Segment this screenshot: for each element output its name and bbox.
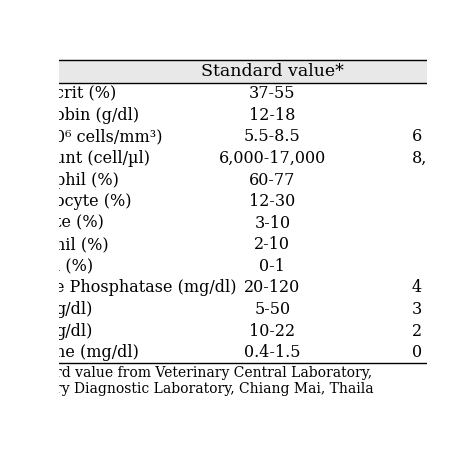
Text: rd value from Veterinary Central Laboratory,: rd value from Veterinary Central Laborat… [55,366,373,381]
Text: 10-22: 10-22 [249,322,295,339]
Bar [59,83,427,105]
Text: 6: 6 [412,128,422,146]
Text: 5-50: 5-50 [255,301,291,318]
Text: obin (g/dl): obin (g/dl) [55,107,139,124]
Text: crit (%): crit (%) [55,85,117,102]
Text: 3: 3 [412,301,422,318]
Text: 8,85: 8,85 [412,150,448,167]
Text: 0⁶ cells/mm³): 0⁶ cells/mm³) [55,128,163,146]
Bar [59,191,427,212]
Bar [59,105,427,126]
Text: 3-10: 3-10 [255,215,291,232]
Text: hil (%): hil (%) [55,236,109,253]
Text: ne (mg/dl): ne (mg/dl) [55,344,139,361]
Text: 5.5-8.5: 5.5-8.5 [244,128,301,146]
Bar [59,342,427,364]
Bar [59,126,427,148]
Text: 4: 4 [412,279,422,296]
Text: unt (cell/µl): unt (cell/µl) [55,150,150,167]
Bar [59,234,427,255]
Text: Standard value*: Standard value* [201,63,344,80]
Text: e Phosphatase (mg/dl): e Phosphatase (mg/dl) [55,279,237,296]
Text: 0.4-1.5: 0.4-1.5 [244,344,301,361]
Text: l (%): l (%) [55,258,93,275]
Text: g/dl): g/dl) [55,301,93,318]
Text: g/dl): g/dl) [55,322,93,339]
Text: 2: 2 [412,322,422,339]
Text: 37-55: 37-55 [249,85,296,102]
Bar [59,299,427,320]
Text: ry Diagnostic Laboratory, Chiang Mai, Thaila: ry Diagnostic Laboratory, Chiang Mai, Th… [55,382,374,396]
Text: 0: 0 [412,344,422,361]
Bar [59,212,427,234]
Bar [59,277,427,299]
Bar [59,169,427,191]
Text: 6,000-17,000: 6,000-17,000 [219,150,326,167]
Bar [59,148,427,169]
Text: 60-77: 60-77 [249,172,296,189]
Text: 2-10: 2-10 [255,236,291,253]
Text: ocyte (%): ocyte (%) [55,193,132,210]
Bar [59,320,427,342]
Text: 12-30: 12-30 [249,193,295,210]
Text: 0-1: 0-1 [259,258,285,275]
Text: 12-18: 12-18 [249,107,296,124]
Bar [59,60,427,83]
Bar [59,255,427,277]
Text: 20-120: 20-120 [244,279,301,296]
Text: phil (%): phil (%) [55,172,119,189]
Text: te (%): te (%) [55,215,104,232]
